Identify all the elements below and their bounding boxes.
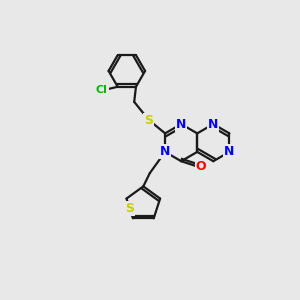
Text: N: N: [176, 118, 186, 130]
Text: N: N: [224, 146, 235, 158]
Text: S: S: [125, 202, 134, 215]
Text: S: S: [144, 114, 153, 127]
Text: O: O: [196, 160, 206, 173]
Text: N: N: [160, 146, 170, 158]
Text: Cl: Cl: [96, 85, 108, 95]
Text: N: N: [208, 118, 218, 130]
